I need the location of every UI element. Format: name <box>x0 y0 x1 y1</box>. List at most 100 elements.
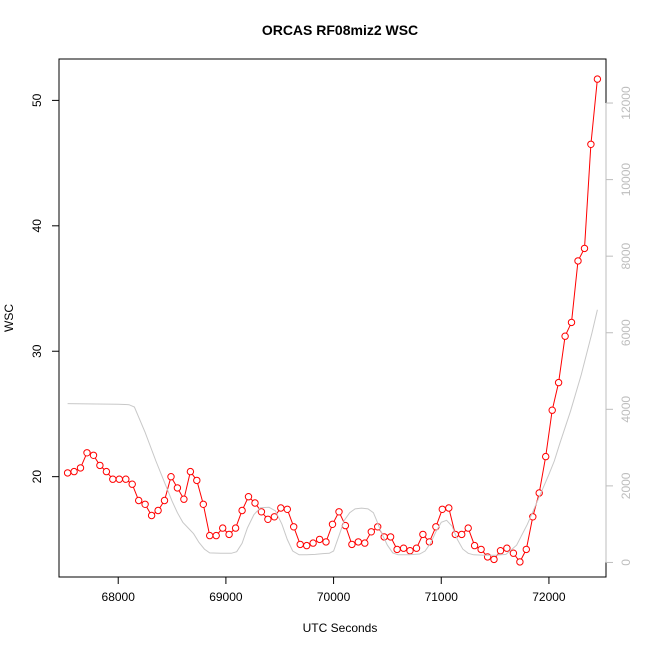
data-point <box>309 539 317 547</box>
axis-layer: 68000 69000 70000 71000 72000 20 30 40 50 0 2000 40… <box>30 86 633 604</box>
data-point <box>574 257 582 265</box>
data-point <box>548 406 556 414</box>
x-tick-label: 71000 <box>425 590 459 604</box>
data-point <box>76 464 85 472</box>
series-line-right <box>67 309 598 556</box>
x-axis-label: UTC Seconds <box>303 621 378 635</box>
data-point <box>70 467 78 476</box>
y2-tick-label: 10000 <box>619 163 633 197</box>
data-point <box>122 475 130 483</box>
data-point <box>361 539 369 547</box>
data-point <box>445 504 453 512</box>
data-point <box>264 515 272 523</box>
data-point <box>257 508 266 516</box>
data-point <box>96 461 104 470</box>
data-point <box>593 75 602 83</box>
data-point <box>251 499 259 507</box>
data-point <box>406 547 414 555</box>
y2-tick-label: 6000 <box>619 319 633 346</box>
x-tick-label: 72000 <box>532 590 566 604</box>
data-point <box>503 544 511 552</box>
data-point <box>354 538 362 546</box>
y-tick-label: 30 <box>30 344 44 358</box>
data-point <box>328 520 337 528</box>
data-point <box>63 469 72 477</box>
data-point <box>212 531 220 540</box>
data-point <box>315 535 324 544</box>
data-point <box>135 496 143 505</box>
data-point <box>180 495 188 503</box>
y2-tick-label: 12000 <box>619 86 633 120</box>
data-point <box>509 549 518 557</box>
data-point <box>109 475 117 483</box>
data-point <box>206 531 214 540</box>
data-point <box>554 378 563 387</box>
data-point <box>102 467 111 476</box>
data-point <box>225 530 233 539</box>
data-point <box>348 540 356 549</box>
data-point <box>367 528 375 536</box>
y-axis-label: WSC <box>2 304 16 332</box>
data-point <box>477 545 485 554</box>
data-point <box>496 547 505 555</box>
data-point <box>147 511 156 520</box>
data-point <box>173 484 182 492</box>
data-point <box>244 493 253 501</box>
data-point <box>199 500 208 508</box>
data-point <box>193 476 201 485</box>
data-point <box>458 530 466 539</box>
x-tick-label: 70000 <box>317 590 351 604</box>
data-point <box>128 480 136 488</box>
x-tick-label: 68000 <box>102 590 136 604</box>
y2-tick-label: 4000 <box>619 396 633 423</box>
data-point <box>296 540 304 549</box>
data-point <box>386 533 395 541</box>
y2-tick-label: 2000 <box>619 472 633 499</box>
data-point <box>542 452 550 461</box>
data-point <box>567 318 576 327</box>
data-point <box>238 506 246 515</box>
y2-tick-label: 0 <box>619 559 633 566</box>
data-point <box>580 244 589 253</box>
data-point <box>412 544 421 552</box>
data-point <box>83 449 91 457</box>
data-point <box>186 467 195 476</box>
data-point <box>89 451 98 459</box>
data-point <box>587 140 595 149</box>
data-point <box>115 475 124 483</box>
data-point <box>470 541 479 550</box>
data-point <box>419 530 427 539</box>
data-point <box>219 524 227 532</box>
y2-tick-label: 8000 <box>619 242 633 269</box>
data-point <box>160 496 169 505</box>
data-point <box>335 508 343 516</box>
y-tick-label: 40 <box>30 219 44 233</box>
data-point <box>393 545 401 554</box>
y-tick-label: 20 <box>30 470 44 484</box>
data-point <box>322 538 330 546</box>
data-point <box>270 513 279 521</box>
data-point <box>561 332 569 340</box>
data-point <box>516 558 524 566</box>
chart-title: ORCAS RF08miz2 WSC <box>262 22 418 38</box>
data-point <box>490 555 498 564</box>
data-point <box>231 524 240 532</box>
y-tick-label: 50 <box>30 93 44 107</box>
data-point <box>522 545 530 554</box>
data-point <box>464 524 472 532</box>
data-point <box>399 544 408 552</box>
data-point <box>283 505 291 513</box>
x-tick-label: 69000 <box>209 590 243 604</box>
data-point <box>154 506 162 515</box>
series-line-left <box>67 79 598 563</box>
data-point <box>277 504 285 512</box>
data-point <box>290 523 298 531</box>
data-point <box>438 505 446 513</box>
data-point <box>141 500 149 508</box>
data-point <box>483 553 492 561</box>
series-layer <box>63 75 602 566</box>
data-point <box>167 473 175 481</box>
data-point <box>303 541 311 550</box>
data-point <box>432 523 440 531</box>
